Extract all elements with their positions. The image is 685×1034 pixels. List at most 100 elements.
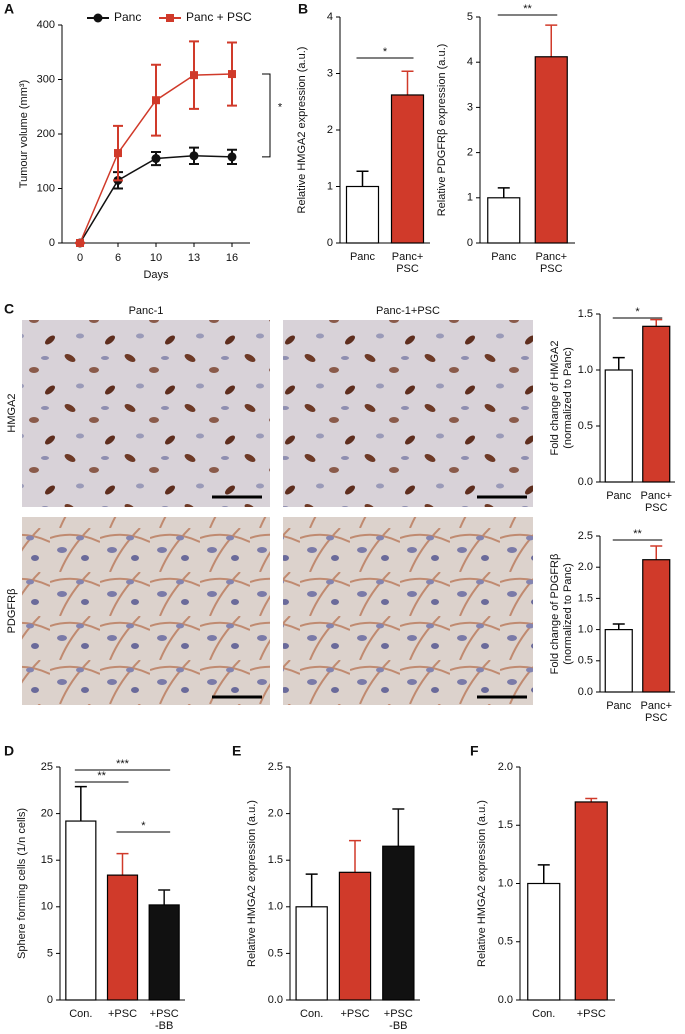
- marker: [189, 151, 199, 161]
- image-col-label: Panc-1: [129, 305, 164, 317]
- bar: [382, 845, 415, 1001]
- x-tick-label: 16: [226, 252, 238, 264]
- annotation: **: [633, 528, 642, 540]
- y-tick-label: 0.5: [578, 420, 593, 432]
- image: [22, 320, 270, 507]
- bar: [574, 801, 608, 1001]
- legend-label: Panc: [114, 10, 141, 24]
- y-axis-label: Sphere forming cells (1/n cells): [16, 808, 28, 959]
- marker: [152, 96, 160, 105]
- x-tick-label: Panc+ PSC: [641, 700, 673, 724]
- y-tick-label: 2: [467, 147, 473, 159]
- annotation: *: [278, 101, 283, 113]
- x-tick-label: +PSC: [108, 1008, 137, 1020]
- annotation: ***: [116, 758, 130, 770]
- error-bar: [545, 24, 558, 57]
- x-tick-label: 6: [115, 252, 121, 264]
- x-tick-label: Panc: [606, 490, 632, 502]
- y-tick-label: 10: [41, 901, 53, 913]
- y-axis-label: Relative HMGA2 expression (a.u.): [476, 800, 488, 967]
- image-row-label: HMGA2: [6, 393, 18, 432]
- y-tick-label: 0: [327, 237, 333, 249]
- y-tick-label: 0.5: [578, 655, 593, 667]
- x-tick-label: Con.: [532, 1008, 555, 1020]
- y-tick-label: 1.0: [578, 364, 593, 376]
- x-tick-label: 13: [188, 252, 200, 264]
- error-bar: [356, 170, 369, 187]
- image-row-label: PDGFRβ: [6, 589, 18, 634]
- y-tick-label: 4: [327, 11, 333, 23]
- image-col-label: Panc-1+PSC: [376, 305, 440, 317]
- y-tick-label: 3: [467, 101, 473, 113]
- x-tick-label: Con.: [69, 1008, 92, 1020]
- y-tick-label: 5: [47, 947, 53, 959]
- error-bar: [349, 839, 361, 873]
- bracket: [262, 73, 271, 158]
- y-tick-label: 1: [327, 180, 333, 192]
- marker: [228, 70, 236, 79]
- bar: [527, 882, 561, 1001]
- x-tick-label: Con.: [300, 1008, 323, 1020]
- x-tick-label: 10: [150, 252, 162, 264]
- bar: [295, 906, 328, 1001]
- y-axis-label: (normalized to Panc): [562, 563, 574, 665]
- panel-label: D: [4, 743, 14, 759]
- y-tick-label: 15: [41, 854, 53, 866]
- annotation: **: [97, 770, 106, 782]
- y-tick-label: 0: [49, 237, 55, 249]
- x-tick-label: Panc+ PSC: [392, 251, 424, 275]
- line: [79, 155, 233, 244]
- annotation: **: [523, 3, 532, 15]
- y-tick-label: 1.5: [268, 854, 283, 866]
- x-tick-label: +PSC -BB: [150, 1008, 179, 1032]
- y-axis-label: Fold change of PDGFRβ: [549, 554, 561, 675]
- panel-label: F: [470, 743, 479, 759]
- x-axis-label: Days: [143, 269, 169, 281]
- x-tick-label: Panc: [350, 251, 376, 263]
- y-tick-label: 25: [41, 761, 53, 773]
- bar: [338, 871, 372, 1001]
- error-bar: [392, 808, 405, 847]
- panel-label: C: [4, 301, 14, 317]
- legend-marker: [166, 14, 174, 22]
- y-axis-label: Tumour volume (mm³): [18, 80, 30, 188]
- marker: [76, 239, 84, 247]
- bar: [106, 874, 139, 1001]
- y-tick-label: 100: [37, 182, 55, 194]
- y-tick-label: 0: [467, 237, 473, 249]
- y-tick-label: 2: [327, 124, 333, 136]
- y-tick-label: 0.5: [268, 947, 283, 959]
- x-tick-label: Panc+ PSC: [641, 490, 673, 514]
- panel-label: E: [232, 743, 241, 759]
- x-tick-label: 0: [77, 252, 83, 264]
- bar: [487, 197, 521, 244]
- y-tick-label: 1.5: [578, 308, 593, 320]
- bar: [65, 820, 97, 1001]
- histology: Panc-1 Panc-1+PSC HMGA2 PDGFRβ: [6, 305, 533, 705]
- marker: [227, 152, 237, 162]
- y-axis-label: (normalized to Panc): [562, 347, 574, 449]
- panel-label: A: [4, 1, 14, 17]
- x-tick-label: +PSC: [577, 1008, 606, 1020]
- y-tick-label: 0.0: [498, 994, 513, 1006]
- annotation: *: [635, 306, 640, 318]
- marker: [190, 71, 198, 80]
- error-bar: [116, 852, 129, 876]
- y-tick-label: 2.0: [498, 761, 513, 773]
- y-axis-label: Relative HMGA2 expression (a.u.): [296, 47, 308, 214]
- y-tick-label: 1.0: [498, 877, 513, 889]
- y-tick-label: 0.0: [578, 476, 593, 488]
- bar: [534, 56, 568, 244]
- y-axis-label: Relative HMGA2 expression (a.u.): [246, 800, 258, 967]
- y-tick-label: 5: [467, 11, 473, 23]
- bar: [642, 325, 671, 483]
- y-tick-label: 2.0: [268, 808, 283, 820]
- annotation: *: [383, 46, 388, 58]
- error-bar: [537, 864, 550, 884]
- y-tick-label: 0: [47, 994, 53, 1006]
- bar: [604, 369, 633, 483]
- marker: [151, 154, 161, 164]
- y-tick-label: 2.5: [578, 530, 593, 542]
- legend-label: Panc + PSC: [186, 10, 252, 24]
- y-tick-label: 20: [41, 808, 53, 820]
